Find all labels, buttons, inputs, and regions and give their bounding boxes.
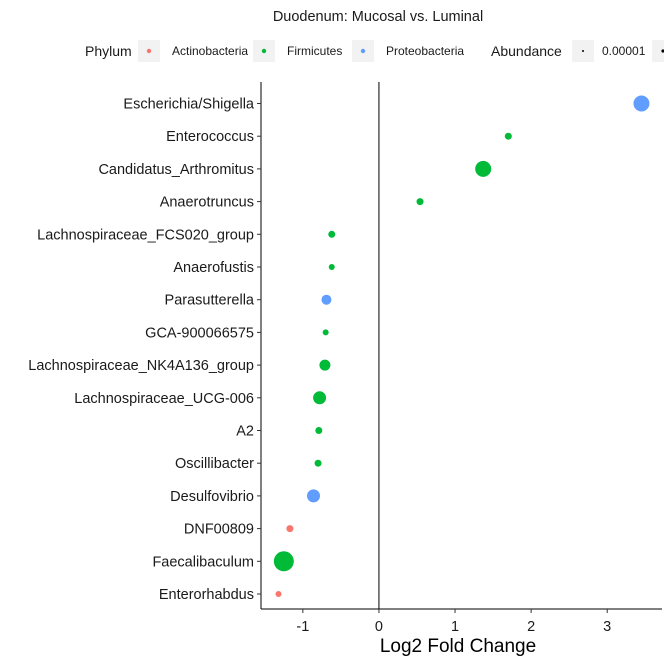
- data-point: [321, 294, 332, 305]
- data-point: [475, 160, 492, 177]
- data-point: [307, 489, 321, 503]
- y-tick-label: Escherichia/Shigella: [123, 97, 255, 113]
- legend-key-dot: [661, 49, 664, 53]
- x-tick-label: -1: [296, 619, 309, 635]
- data-point: [322, 329, 329, 336]
- legend-phylum-title: Phylum: [85, 43, 132, 59]
- data-point: [314, 459, 322, 467]
- y-tick-label: Lachnospiraceae_FCS020_group: [37, 227, 254, 243]
- legend-key-dot: [261, 48, 267, 54]
- y-tick-label: Candidatus_Arthromitus: [98, 162, 254, 178]
- data-point: [633, 95, 650, 112]
- legend-key-bg: [652, 40, 664, 62]
- x-tick-label: 1: [451, 619, 459, 635]
- y-tick-label: Anaerofustis: [173, 260, 254, 276]
- y-tick-label: Lachnospiraceae_UCG-006: [74, 391, 254, 407]
- y-tick-label: Oscillibacter: [175, 456, 254, 472]
- x-tick-label: 3: [603, 619, 611, 635]
- plot-area: Escherichia/Shigella Enterococcus Candidat…: [28, 82, 662, 635]
- y-tick-label: Desulfovibrio: [170, 489, 254, 505]
- x-axis-label: Log2 Fold Change: [380, 636, 536, 657]
- data-point: [328, 230, 336, 238]
- legend-phylum-label: Proteobacteria: [386, 44, 464, 58]
- chart-title: Duodenum: Mucosal vs. Luminal: [273, 9, 483, 25]
- y-tick-label: A2: [236, 424, 254, 440]
- legend-key-dot: [360, 48, 366, 54]
- legend-abundance-label: 0.00001: [602, 44, 646, 58]
- x-tick-label: 2: [527, 619, 535, 635]
- x-tick-label: 0: [375, 619, 383, 635]
- y-tick-label: Anaerotruncus: [160, 195, 254, 211]
- legend: Phylum Actinobacteria Firmicutes Proteobac…: [85, 40, 664, 62]
- data-point: [319, 359, 331, 371]
- legend-phylum-label: Actinobacteria: [172, 44, 248, 58]
- data-point: [286, 525, 294, 533]
- y-tick-label: DNF00809: [184, 522, 254, 538]
- y-tick-label: Enterococcus: [166, 129, 254, 145]
- data-point: [275, 591, 282, 597]
- y-tick-label: GCA-900066575: [145, 325, 254, 341]
- data-point: [416, 198, 424, 206]
- y-tick-label: Parasutterella: [165, 293, 255, 309]
- legend-key-dot: [146, 48, 152, 54]
- legend-phylum-label: Firmicutes: [287, 44, 342, 58]
- data-point: [315, 427, 323, 434]
- data-point: [504, 132, 512, 140]
- y-tick-label: Faecalibaculum: [152, 554, 254, 570]
- legend-key-dot: [582, 50, 584, 52]
- y-tick-label: Lachnospiraceae_NK4A136_group: [28, 358, 254, 374]
- data-point: [328, 264, 335, 270]
- legend-abundance-title: Abundance: [491, 43, 562, 59]
- data-point: [273, 551, 294, 572]
- y-tick-label: Enterorhabdus: [159, 587, 254, 603]
- data-point: [313, 391, 327, 405]
